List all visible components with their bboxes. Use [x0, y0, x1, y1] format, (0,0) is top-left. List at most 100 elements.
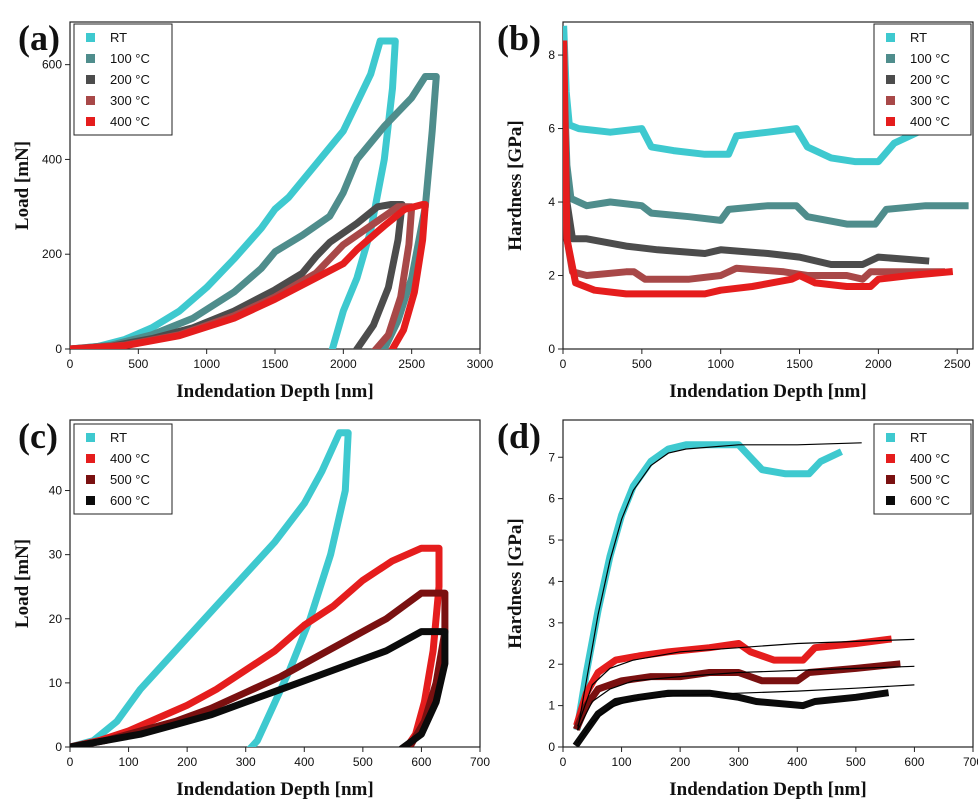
series-200-c-line: [70, 201, 406, 349]
legend-label-rt: RT: [910, 430, 927, 445]
x-tick-label: 300: [236, 755, 256, 769]
x-tick-label: 1000: [193, 357, 220, 371]
x-tick-label: 400: [787, 755, 807, 769]
legend-swatch-400-c: [886, 117, 895, 126]
y-axis-title: Load [mN]: [12, 141, 33, 230]
data-area: [70, 429, 449, 747]
y-tick-label: 2: [548, 269, 555, 283]
legend-swatch-rt: [86, 433, 95, 442]
legend-label-200-c: 200 °C: [910, 72, 950, 87]
x-tick-label: 500: [846, 755, 866, 769]
y-tick-label: 4: [548, 574, 555, 588]
legend-label-300-c: 300 °C: [910, 93, 950, 108]
legend-label-100-c: 100 °C: [910, 51, 950, 66]
plot-frame: [69, 419, 481, 748]
y-axis-title: Hardness [GPa]: [505, 518, 526, 648]
legend-label-400-c: 400 °C: [110, 114, 150, 129]
legend-label-rt: RT: [110, 430, 127, 445]
data-area: [70, 37, 440, 349]
series-100-c-line: [563, 69, 969, 228]
x-tick-label: 100: [119, 755, 139, 769]
legend-swatch-400-c: [886, 454, 895, 463]
series-400-c-line: [70, 544, 443, 747]
y-tick-label: 200: [42, 247, 62, 261]
x-axis-title: Indendation Depth [nm]: [669, 779, 866, 800]
series-rt-line: [563, 25, 931, 166]
legend-label-500-c: 500 °C: [110, 472, 150, 487]
series-200-c-line: [563, 88, 930, 268]
x-tick-label: 2500: [398, 357, 425, 371]
legend-swatch-400-c: [86, 117, 95, 126]
series-100-c-line: [70, 73, 440, 349]
legend: RT 400 °C 500 °C 600 °C: [73, 423, 173, 515]
fit-line-2: [577, 638, 915, 727]
legend-label-200-c: 200 °C: [110, 72, 150, 87]
y-tick-label: 0: [548, 740, 555, 754]
y-tick-label: 3: [548, 616, 555, 630]
legend: RT 100 °C 200 °C 300 °C 400 °C: [73, 23, 173, 136]
panel-a: 0 500 1000 1500 2000 2500 3000 0 200 400 600 Indend…: [12, 18, 494, 402]
x-tick-label: 0: [560, 755, 567, 769]
series-400-c-line: [563, 40, 954, 298]
legend-label-600-c: 600 °C: [110, 493, 150, 508]
series-rt-line: [573, 441, 843, 731]
y-tick-label: 1: [548, 699, 555, 713]
legend-label-rt: RT: [910, 30, 927, 45]
legend-label-600-c: 600 °C: [910, 493, 950, 508]
series-500-c-line: [70, 589, 449, 747]
x-tick-label: 0: [67, 755, 74, 769]
x-tick-label: 500: [353, 755, 373, 769]
legend-swatch-rt: [86, 33, 95, 42]
legend-swatch-200-c: [86, 75, 95, 84]
x-tick-label: 1000: [707, 357, 734, 371]
x-tick-label: 1500: [262, 357, 289, 371]
legend-swatch-600-c: [886, 496, 895, 505]
fit-line-4: [577, 684, 915, 744]
series-rt-line: [70, 429, 352, 747]
y-tick-label: 0: [55, 740, 62, 754]
series-300-c-line: [563, 125, 945, 283]
plot-frame: [562, 419, 974, 748]
panel-b: 0 500 1000 1500 2000 2500 0 2 4 6 8 Indendation Dep…: [497, 18, 974, 402]
legend-swatch-400-c: [86, 454, 95, 463]
x-tick-label: 300: [729, 755, 749, 769]
y-tick-label: 20: [49, 612, 63, 626]
y-tick-label: 10: [49, 676, 63, 690]
legend-label-400-c: 400 °C: [910, 451, 950, 466]
panel-letter: (d): [497, 416, 541, 456]
x-tick-label: 200: [670, 755, 690, 769]
series-600-c-line: [572, 689, 890, 747]
panel-c: 0 100 200 300 400 500 600 700 0 10 20 30 40 Indendati…: [12, 416, 490, 800]
data-area: [572, 441, 915, 747]
x-tick-label: 2500: [944, 357, 971, 371]
legend: RT 100 °C 200 °C 300 °C 400 °C: [873, 23, 972, 136]
y-tick-label: 30: [49, 548, 63, 562]
y-tick-label: 8: [548, 48, 555, 62]
legend-swatch-rt: [886, 33, 895, 42]
x-axis-title: Indendation Depth [nm]: [176, 779, 373, 800]
series-400-c-line: [70, 201, 429, 349]
panel-letter: (b): [497, 18, 541, 58]
y-tick-label: 40: [49, 484, 63, 498]
x-tick-label: 400: [294, 755, 314, 769]
legend-swatch-500-c: [886, 475, 895, 484]
legend-swatch-rt: [886, 433, 895, 442]
x-tick-label: 2000: [865, 357, 892, 371]
y-tick-label: 600: [42, 58, 62, 72]
x-tick-label: 600: [904, 755, 924, 769]
y-tick-label: 5: [548, 533, 555, 547]
series-rt-line: [70, 37, 399, 349]
x-tick-label: 600: [411, 755, 431, 769]
legend-swatch-600-c: [86, 496, 95, 505]
y-tick-label: 2: [548, 657, 555, 671]
x-tick-label: 0: [560, 357, 567, 371]
x-tick-label: 200: [177, 755, 197, 769]
panel-letter: (a): [18, 18, 60, 58]
x-tick-label: 500: [128, 357, 148, 371]
fit-line-1: [577, 442, 862, 731]
y-tick-label: 6: [548, 492, 555, 506]
legend-swatch-300-c: [86, 96, 95, 105]
fit-line-3: [577, 665, 915, 731]
series-500-c-line: [573, 660, 901, 731]
